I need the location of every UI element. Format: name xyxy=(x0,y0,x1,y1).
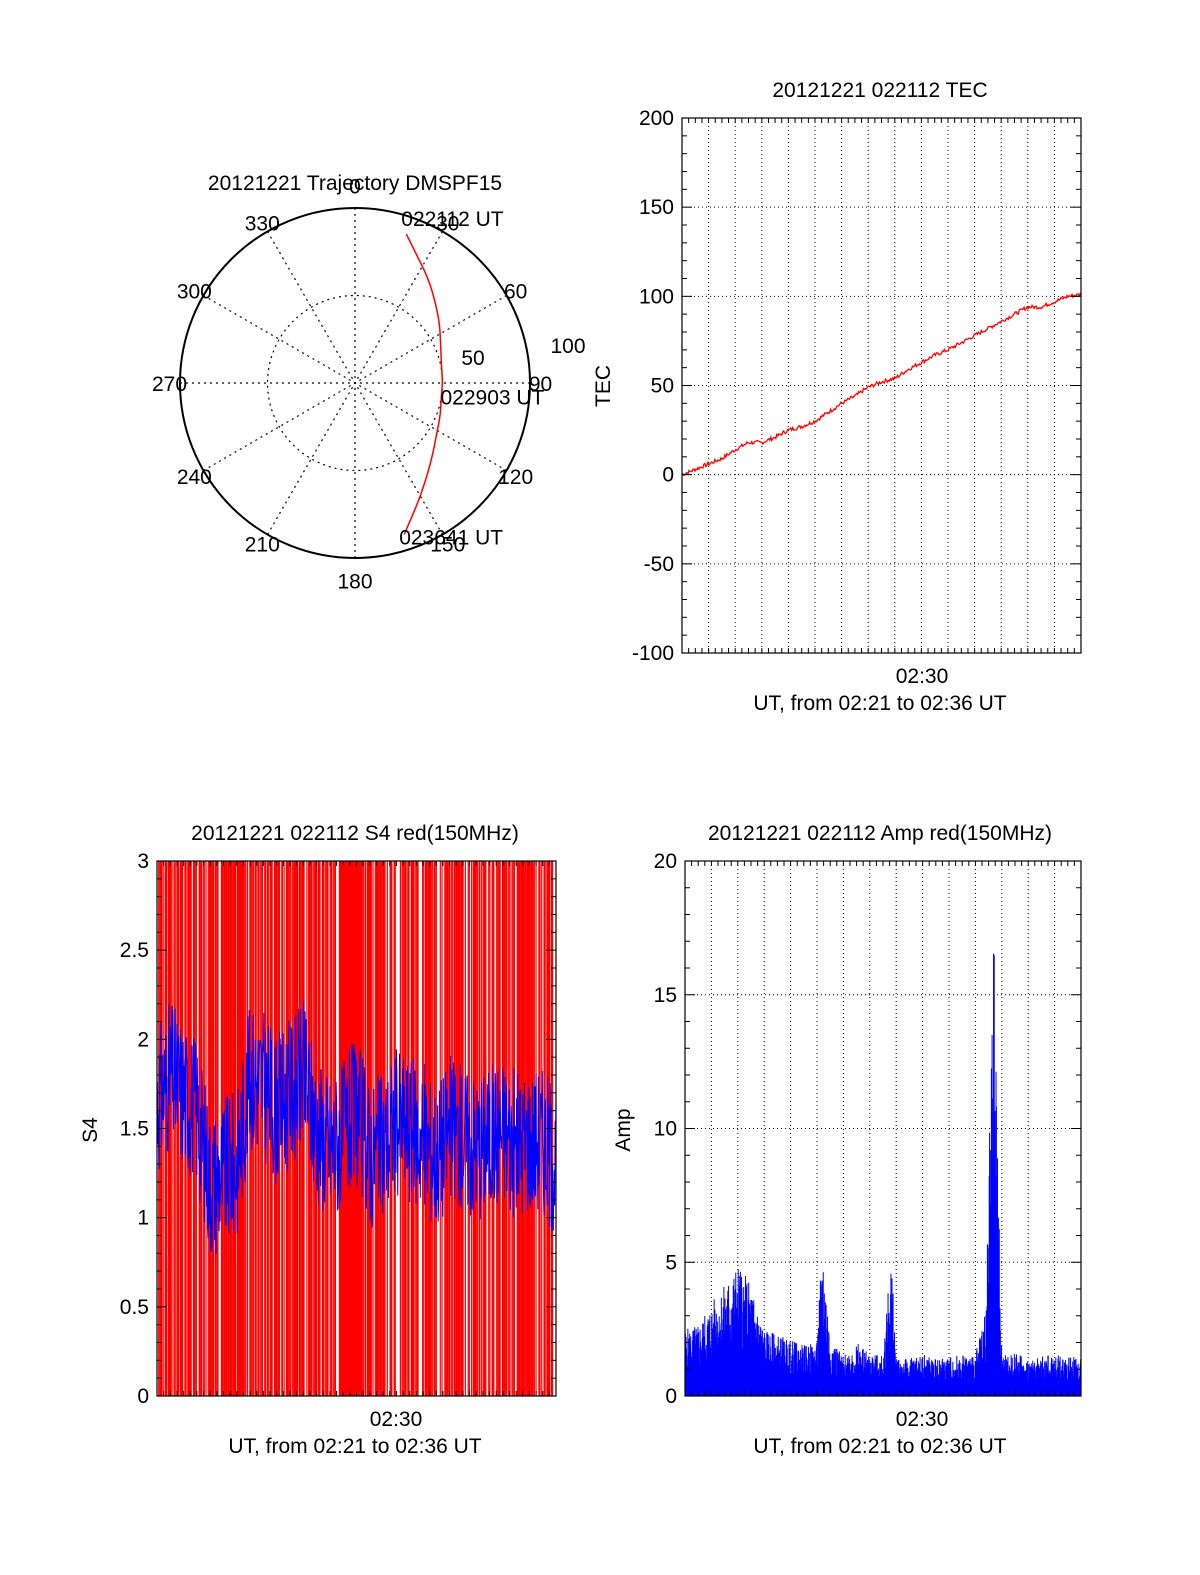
amp-blue-spikes xyxy=(684,953,1082,1396)
amp-x-tick-label: 02:30 xyxy=(896,1408,949,1431)
y-tick-label: 200 xyxy=(639,107,674,130)
amp-y-label: Amp xyxy=(612,1108,635,1151)
trajectory-line xyxy=(403,233,444,535)
y-tick-label: 20 xyxy=(654,850,677,873)
y-tick-label: 2 xyxy=(137,1028,149,1051)
y-tick-label: 50 xyxy=(651,375,674,398)
y-tick-label: 15 xyxy=(654,984,677,1007)
angle-label-210: 210 xyxy=(245,534,280,557)
tec-plot-frame xyxy=(681,117,1082,654)
y-tick-label: 100 xyxy=(639,285,674,308)
y-tick-label: 3 xyxy=(137,850,149,873)
angle-label-0: 0 xyxy=(349,176,361,199)
amp-panel: 20121221 022112 Amp red(150MHz) 0 5 10 15 20… xyxy=(612,822,1082,1458)
amp-y-tick-labels: 0 5 10 15 20 xyxy=(654,850,677,1408)
radial-label-50: 50 xyxy=(461,347,484,370)
y-tick-label: 10 xyxy=(654,1118,677,1141)
angle-grid-line xyxy=(266,231,444,535)
angle-label-180: 180 xyxy=(337,571,372,594)
s4-y-label: S4 xyxy=(79,1117,102,1143)
trajectory-outer-circle xyxy=(179,207,531,559)
y-tick-label: 0 xyxy=(665,1385,677,1408)
y-tick-label: 2.5 xyxy=(120,939,149,962)
trajectory-title: 20121221 Trajectory DMSPF15 xyxy=(208,172,502,195)
s4-blue-series xyxy=(156,1001,557,1254)
y-tick-label: 1 xyxy=(137,1207,149,1230)
tec-series-line xyxy=(681,292,1082,477)
angle-label-90: 90 xyxy=(529,373,552,396)
angle-label-60: 60 xyxy=(504,280,527,303)
trajectory-grid xyxy=(180,208,530,558)
angle-label-150: 150 xyxy=(430,534,465,557)
s4-x-label: UT, from 02:21 to 02:36 UT xyxy=(228,1435,481,1458)
amp-ticks xyxy=(684,860,1082,1397)
tec-y-tick-labels: -100 -50 0 50 100 150 200 xyxy=(632,107,674,665)
trajectory-end-time: 023641 UT xyxy=(399,526,503,549)
angle-label-300: 300 xyxy=(177,280,212,303)
angle-label-240: 240 xyxy=(177,466,212,489)
amp-x-label: UT, from 02:21 to 02:36 UT xyxy=(753,1435,1006,1458)
s4-ticks xyxy=(156,860,557,1397)
trajectory-mid-time: 022903 UT xyxy=(440,387,544,410)
angle-label-330: 330 xyxy=(245,212,280,235)
angle-label-120: 120 xyxy=(498,466,533,489)
amp-title: 20121221 022112 Amp red(150MHz) xyxy=(708,822,1052,845)
y-tick-label: 5 xyxy=(665,1251,677,1274)
tec-x-tick-label: 02:30 xyxy=(896,665,949,688)
trajectory-angle-labels: 0 30 60 90 120 150 180 210 240 270 300 330 xyxy=(152,176,552,594)
y-tick-label: -100 xyxy=(632,642,674,665)
radial-label-100: 100 xyxy=(550,335,585,358)
y-tick-label: 0 xyxy=(662,464,674,487)
trajectory-panel: 20121221 Trajectory DMSPF15 0 30 60 90 120 15… xyxy=(152,172,586,594)
tec-x-label: UT, from 02:21 to 02:36 UT xyxy=(753,692,1006,715)
s4-x-tick-label: 02:30 xyxy=(370,1408,423,1431)
tec-title: 20121221 022112 TEC xyxy=(772,79,987,102)
y-tick-label: 1.5 xyxy=(120,1118,149,1141)
tec-grid xyxy=(682,118,1081,653)
angle-label-270: 270 xyxy=(152,373,187,396)
tec-y-label: TEC xyxy=(592,365,615,407)
s4-y-tick-labels: 0 0.5 1 1.5 2 2.5 3 xyxy=(120,850,149,1408)
s4-panel: 20121221 022112 S4 red(150MHz) 0 0.5 1 1.5 2… xyxy=(79,822,557,1458)
y-tick-label: 0 xyxy=(137,1385,149,1408)
trajectory-start-time: 022112 UT xyxy=(401,208,504,231)
s4-title: 20121221 022112 S4 red(150MHz) xyxy=(191,822,519,845)
tec-panel: 20121221 022112 TEC -100-50050100150200 … xyxy=(592,79,1082,715)
y-tick-label: 0.5 xyxy=(120,1296,149,1319)
tec-ticks xyxy=(681,117,1082,654)
angle-label-30: 30 xyxy=(436,212,459,235)
y-tick-label: 150 xyxy=(639,196,674,219)
y-tick-label: -50 xyxy=(644,553,674,576)
